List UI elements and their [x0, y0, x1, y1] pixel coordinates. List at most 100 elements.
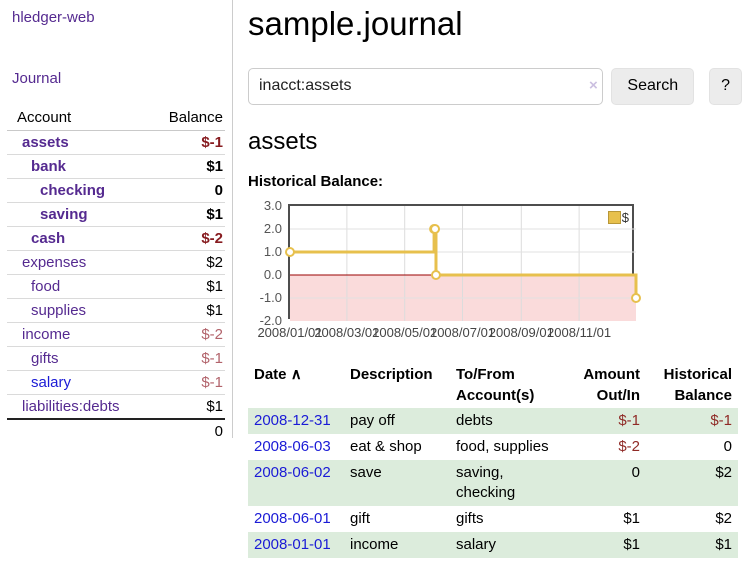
sidebar-account-link[interactable]: bank	[31, 158, 67, 175]
clear-search-icon[interactable]: ×	[589, 76, 598, 94]
y-tick-label: -2.0	[259, 312, 282, 328]
transaction-date-link[interactable]: 2008-01-01	[254, 535, 331, 553]
sidebar-account-row: salary $-1	[7, 370, 225, 395]
legend-swatch-icon	[607, 210, 621, 224]
register-row: 2008-06-01 gift gifts $1 $2	[248, 506, 738, 532]
register-amount-cell: $-1	[618, 411, 640, 429]
sidebar-account-balance: $1	[145, 202, 225, 227]
historical-balance-chart: 3.0 2.0 1.0 0.0 -1.0 -2.0 $ 2008/01/01 2008/03…	[248, 198, 742, 345]
sidebar-account-row: checking 0	[7, 178, 225, 203]
sidebar-account-link[interactable]: food	[31, 278, 61, 295]
register-date-cell: 2008-01-01	[248, 532, 344, 558]
date-column-label: Date	[254, 365, 287, 383]
sidebar-account-row: bank $1	[7, 154, 225, 179]
register-amount-cell: 0	[631, 463, 640, 481]
register-row: 2008-12-31 pay off debts $-1 $-1	[248, 407, 738, 434]
sidebar-account-name: income	[7, 322, 146, 347]
register-date-cell: 2008-06-02	[248, 460, 344, 506]
y-tick-label: 1.0	[263, 243, 282, 259]
sidebar-account-balance: $2	[145, 250, 225, 275]
register-balance-cell: $-1	[710, 411, 732, 429]
register-description-cell: pay off	[350, 411, 395, 429]
transaction-date-link[interactable]: 2008-06-01	[254, 509, 331, 527]
register-accounts-cell: debts	[456, 411, 493, 429]
sidebar-account-row: liabilities:debts $1	[7, 394, 225, 420]
sidebar-account-link[interactable]: assets	[22, 134, 69, 151]
transaction-date-link[interactable]: 2008-06-03	[254, 437, 331, 455]
x-tick-label: 2008/01/01	[257, 324, 323, 340]
page-title: sample.journal	[248, 5, 463, 42]
x-tick-label: 2008/07/01	[429, 324, 496, 340]
app-brand-link[interactable]: hledger-web	[12, 9, 95, 26]
register-description-cell: eat & shop	[350, 437, 422, 455]
sidebar-account-link[interactable]: checking	[40, 182, 106, 199]
sidebar-account-name: bank	[7, 154, 146, 179]
sidebar-account-balance: $-1	[145, 346, 225, 371]
accounts-total-row: 0	[7, 418, 225, 443]
y-tick-label: -1.0	[259, 289, 282, 305]
sidebar-account-row: saving $1	[7, 202, 225, 227]
sidebar-account-link[interactable]: liabilities:debts	[22, 398, 120, 415]
sidebar-account-name: food	[7, 274, 146, 299]
main-content: sample.journal × Search ? assets Histori…	[248, 0, 742, 558]
accounts-header-row: Account Balance	[7, 106, 225, 131]
sidebar-account-balance: $1	[145, 154, 225, 179]
register-amount-cell: $1	[623, 535, 640, 553]
y-tick-label: 3.0	[263, 197, 282, 213]
register-row: 2008-01-01 income salary $1 $1	[248, 531, 738, 558]
sidebar-account-link[interactable]: saving	[40, 206, 88, 223]
sidebar-account-row: gifts $-1	[7, 346, 225, 371]
register-description-cell: gift	[350, 509, 371, 527]
sidebar-account-link[interactable]: cash	[31, 230, 66, 247]
column-header-description[interactable]: Description	[350, 365, 433, 383]
register-date-cell: 2008-06-03	[248, 434, 344, 460]
sidebar-account-link[interactable]: income	[22, 326, 71, 343]
y-tick-label: 0.0	[263, 266, 282, 282]
search-input[interactable]	[248, 67, 604, 105]
register-date-cell: 2008-12-31	[248, 408, 344, 434]
transaction-date-link[interactable]: 2008-12-31	[254, 411, 331, 429]
legend-label: $	[621, 209, 629, 225]
register-row: 2008-06-03 eat & shop food, supplies $-2 0	[248, 434, 738, 460]
sidebar-account-name: salary	[7, 370, 146, 395]
sidebar-accounts-body: assets $-1 bank $1 checking 0 saving $1 cash $-2 e…	[7, 130, 225, 420]
sidebar: hledger-web Journal Account Balance asse…	[0, 0, 233, 443]
column-header-accounts[interactable]: To/From Account(s)	[456, 365, 535, 404]
sidebar-account-name: expenses	[7, 250, 146, 275]
x-tick-label: 2008/11/01	[547, 324, 612, 340]
chart-legend: $	[607, 209, 629, 225]
register-accounts-cell: salary	[456, 535, 497, 553]
accounts-column-header: Account	[7, 106, 146, 131]
register-balance-cell: $1	[715, 535, 732, 553]
sidebar-account-row: assets $-1	[7, 130, 225, 155]
column-header-amount[interactable]: Amount Out/In	[583, 365, 640, 404]
transaction-date-link[interactable]: 2008-06-02	[254, 463, 331, 481]
spacer	[7, 418, 146, 443]
sidebar-account-link[interactable]: supplies	[31, 302, 87, 319]
sidebar-account-link[interactable]: expenses	[22, 254, 87, 271]
search-button[interactable]: Search	[611, 67, 695, 105]
accounts-total-value: 0	[145, 418, 225, 443]
column-header-balance[interactable]: Historical Balance	[663, 365, 732, 404]
sidebar-account-balance: $-2	[145, 226, 225, 251]
sidebar-account-balance: $-1	[145, 130, 225, 155]
sidebar-account-name: checking	[7, 178, 146, 203]
sidebar-account-balance: 0	[145, 178, 225, 203]
sidebar-item-journal[interactable]: Journal	[12, 70, 62, 87]
register-table: Date ∧ Description To/From Account(s) Am…	[248, 362, 738, 558]
help-button[interactable]: ?	[709, 67, 742, 105]
sidebar-account-link[interactable]: gifts	[31, 350, 59, 367]
sidebar-account-row: income $-2	[7, 322, 225, 347]
register-description-cell: income	[350, 535, 399, 553]
sidebar-account-link[interactable]: salary	[31, 374, 72, 391]
register-amount-cell: $-2	[618, 437, 640, 455]
chart-title-label: Historical Balance:	[248, 172, 384, 190]
sidebar-account-name: saving	[7, 202, 146, 227]
sidebar-account-balance: $1	[145, 274, 225, 299]
account-title: assets	[248, 127, 318, 155]
x-tick-label: 2008/09/01	[488, 324, 554, 340]
column-header-date[interactable]: Date ∧	[248, 362, 344, 408]
x-tick-label: 2008/05/01	[372, 324, 438, 340]
sidebar-account-name: supplies	[7, 298, 146, 323]
